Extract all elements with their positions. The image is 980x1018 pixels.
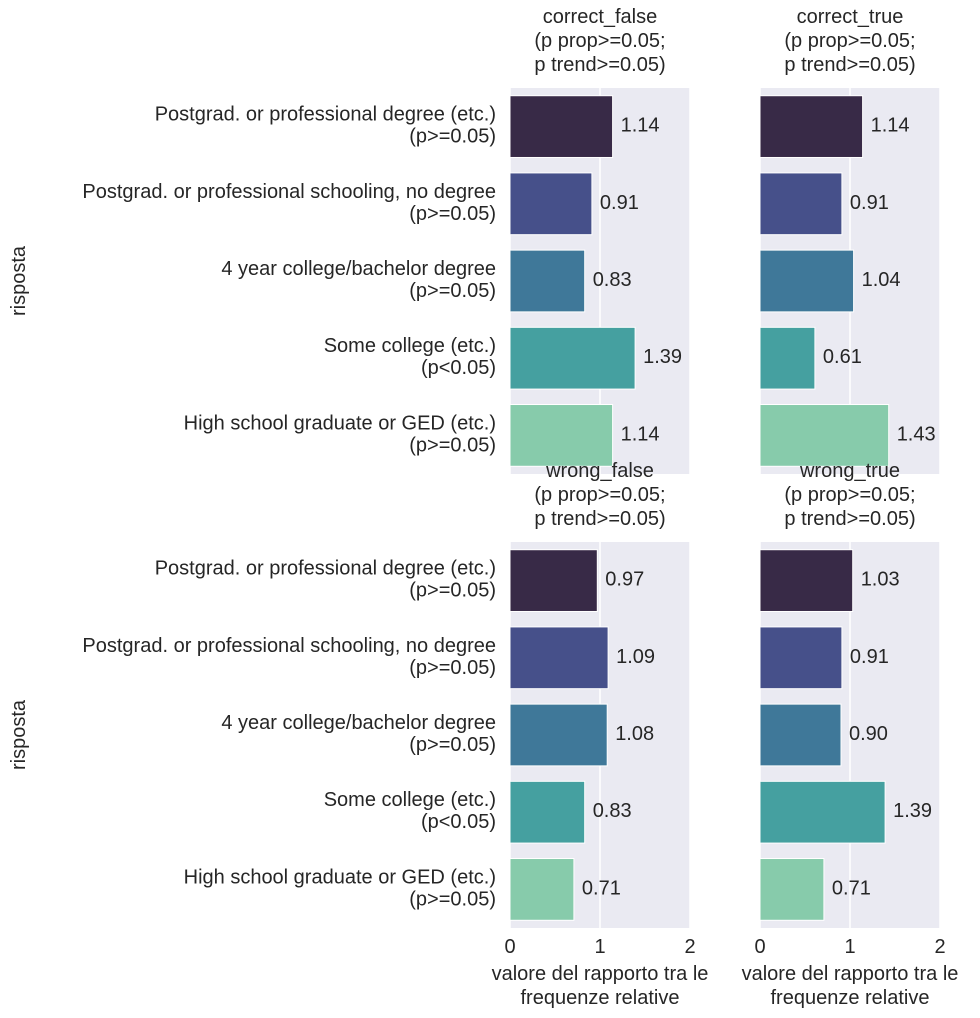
subplot-title: correct_true (p prop>=0.05; p trend>=0.05) — [784, 6, 915, 76]
bar — [509, 858, 575, 921]
y-tick-label: Postgrad. or professional schooling, no … — [82, 181, 496, 225]
y-axis-label: risposta — [8, 699, 30, 770]
bar — [509, 172, 593, 236]
x-tick-label: 1 — [844, 936, 855, 958]
bar — [759, 326, 816, 390]
bar — [509, 404, 614, 467]
x-tick-label: 2 — [684, 936, 695, 958]
bar — [759, 404, 890, 467]
subplot-title: wrong_true (p prop>=0.05; p trend>=0.05) — [784, 460, 915, 530]
bar — [509, 249, 586, 313]
bar — [759, 549, 854, 612]
value-label: 1.14 — [621, 115, 660, 137]
y-axis-label: risposta — [8, 245, 30, 316]
bar — [759, 703, 842, 767]
subplot-title: correct_false (p prop>=0.05; p trend>=0.05… — [534, 6, 665, 76]
y-tick-label: Postgrad. or professional degree (etc.)(… — [155, 558, 496, 602]
y-tick-label: Some college (etc.) (p<0.05) — [324, 789, 496, 833]
y-tick-label: Some college (etc.) (p<0.05) — [324, 335, 496, 379]
bar — [759, 172, 843, 236]
y-tick-label: Postgrad. or professional degree (etc.)(… — [155, 104, 496, 148]
value-label: 1.03 — [861, 569, 900, 591]
bar — [509, 95, 614, 158]
value-label: 0.61 — [823, 346, 862, 368]
bar — [509, 549, 598, 612]
value-label: 0.91 — [850, 192, 889, 214]
bar — [759, 95, 864, 158]
bar — [759, 858, 825, 921]
x-axis-label: valore del rapporto tra le frequenze rela… — [492, 963, 709, 1009]
bar — [759, 626, 843, 690]
value-label: 0.97 — [605, 569, 644, 591]
y-tick-label: 4 year college/bachelor degree (p>=0.05) — [221, 712, 496, 756]
value-label: 0.91 — [600, 192, 639, 214]
value-label: 1.09 — [616, 646, 655, 668]
subplot-title: wrong_false (p prop>=0.05; p trend>=0.05) — [534, 460, 665, 530]
value-label: 1.04 — [862, 269, 901, 291]
value-label: 0.71 — [832, 878, 871, 900]
bar — [509, 626, 609, 690]
value-label: 0.83 — [593, 269, 632, 291]
x-tick-label: 0 — [754, 936, 765, 958]
x-axis-label: valore del rapporto tra le frequenze rela… — [742, 963, 959, 1009]
value-label: 1.14 — [621, 424, 660, 446]
y-tick-label: Postgrad. or professional schooling, no … — [82, 635, 496, 679]
value-label: 1.14 — [871, 115, 910, 137]
y-tick-label: High school graduate or GED (etc.) (p>=0.… — [184, 413, 496, 457]
bar — [509, 703, 608, 767]
x-tick-label: 0 — [504, 936, 515, 958]
value-label: 1.08 — [615, 723, 654, 745]
value-label: 1.39 — [893, 800, 932, 822]
y-tick-label: 4 year college/bachelor degree (p>=0.05) — [221, 258, 496, 302]
bar — [509, 326, 636, 390]
value-label: 0.90 — [849, 723, 888, 745]
value-label: 0.83 — [593, 800, 632, 822]
bar — [509, 780, 586, 844]
x-tick-label: 2 — [934, 936, 945, 958]
value-label: 1.39 — [643, 346, 682, 368]
bar — [759, 249, 855, 313]
value-label: 1.43 — [897, 424, 936, 446]
value-label: 0.91 — [850, 646, 889, 668]
y-tick-label: High school graduate or GED (etc.) (p>=0.… — [184, 867, 496, 911]
bar — [759, 780, 886, 844]
value-label: 0.71 — [582, 878, 621, 900]
x-tick-label: 1 — [594, 936, 605, 958]
